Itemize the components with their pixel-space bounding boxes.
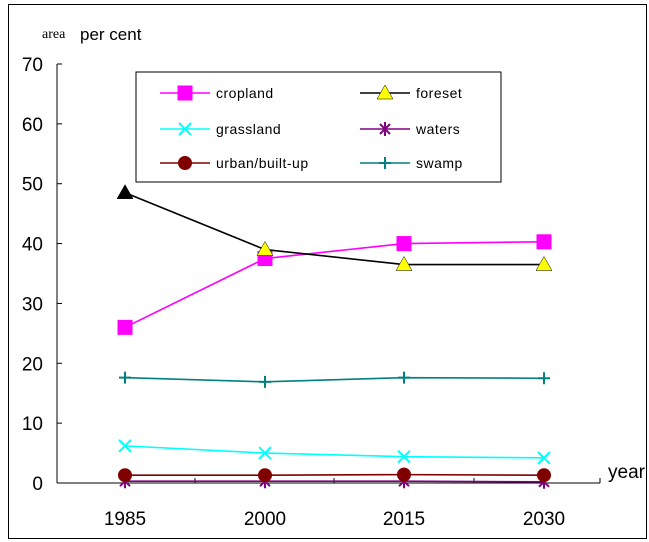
data-point: [398, 371, 410, 384]
y-tick-label: 10: [22, 414, 43, 435]
legend-label: grassland: [216, 121, 281, 137]
x-tick-label: 2015: [383, 509, 425, 530]
data-point: [537, 468, 551, 483]
data-point: [537, 451, 551, 465]
data-point: [535, 256, 553, 271]
data-point: [256, 241, 274, 256]
series-foreset: [116, 184, 553, 271]
legend-label: urban/built-up: [216, 155, 309, 171]
legend-label: swamp: [416, 155, 463, 171]
data-point: [117, 319, 133, 335]
data-point: [396, 236, 412, 252]
x-tick-label: 1985: [104, 509, 146, 530]
legend-item: waters: [360, 121, 460, 137]
legend-item: urban/built-up: [160, 155, 309, 171]
legend-marker: [177, 85, 193, 101]
series-cropland: [117, 234, 552, 335]
series-line: [124, 191, 544, 266]
x-tick-label: 2000: [244, 509, 286, 530]
x-tick-label: 2030: [523, 509, 565, 530]
data-point: [259, 375, 271, 388]
legend-item: cropland: [160, 85, 274, 101]
y-tick-label: 30: [22, 294, 43, 315]
legend-item: swamp: [360, 155, 463, 171]
series-line: [124, 445, 545, 459]
legend-label: waters: [415, 121, 460, 137]
data-point: [118, 439, 132, 453]
data-point: [397, 467, 411, 482]
y-tick-label: 40: [22, 235, 43, 256]
series-swamp: [119, 371, 550, 388]
data-point: [118, 468, 132, 483]
series-line: [124, 240, 545, 329]
data-point: [397, 449, 411, 464]
data-point: [119, 371, 131, 384]
series-urban-built-up: [118, 467, 551, 483]
x-axis-label: year: [608, 462, 646, 483]
legend-item: grassland: [160, 121, 281, 137]
data-point: [258, 468, 272, 483]
series-waters: [119, 474, 550, 489]
data-point: [116, 184, 134, 199]
data-point: [258, 446, 272, 460]
y-tick-label: 60: [22, 115, 43, 136]
data-point: [395, 256, 413, 271]
y-tick-label: 50: [22, 175, 43, 196]
legend-marker: [178, 122, 192, 136]
y-tick-label: 70: [22, 55, 43, 76]
y-tick-label: 0: [32, 474, 43, 495]
legend-marker: [178, 156, 192, 170]
data-point: [536, 234, 552, 250]
legend-marker: [379, 122, 391, 136]
data-point: [538, 372, 550, 385]
legend-label: foreset: [416, 85, 462, 101]
legend-item: foreset: [360, 84, 462, 101]
series-line: [124, 376, 545, 383]
y-axis-label-prefix: area: [42, 27, 66, 42]
series-line: [125, 480, 545, 483]
series-grassland: [118, 439, 551, 465]
legend-marker: [379, 157, 391, 169]
series-line: [125, 473, 545, 477]
y-tick-label: 20: [22, 354, 43, 375]
series-layer: [116, 184, 553, 489]
y-axis-label: per cent: [80, 25, 142, 44]
legend: cropland foreset grassland waters urban/buil…: [135, 71, 502, 183]
legend-marker: [376, 84, 394, 100]
legend-label: cropland: [216, 85, 274, 101]
